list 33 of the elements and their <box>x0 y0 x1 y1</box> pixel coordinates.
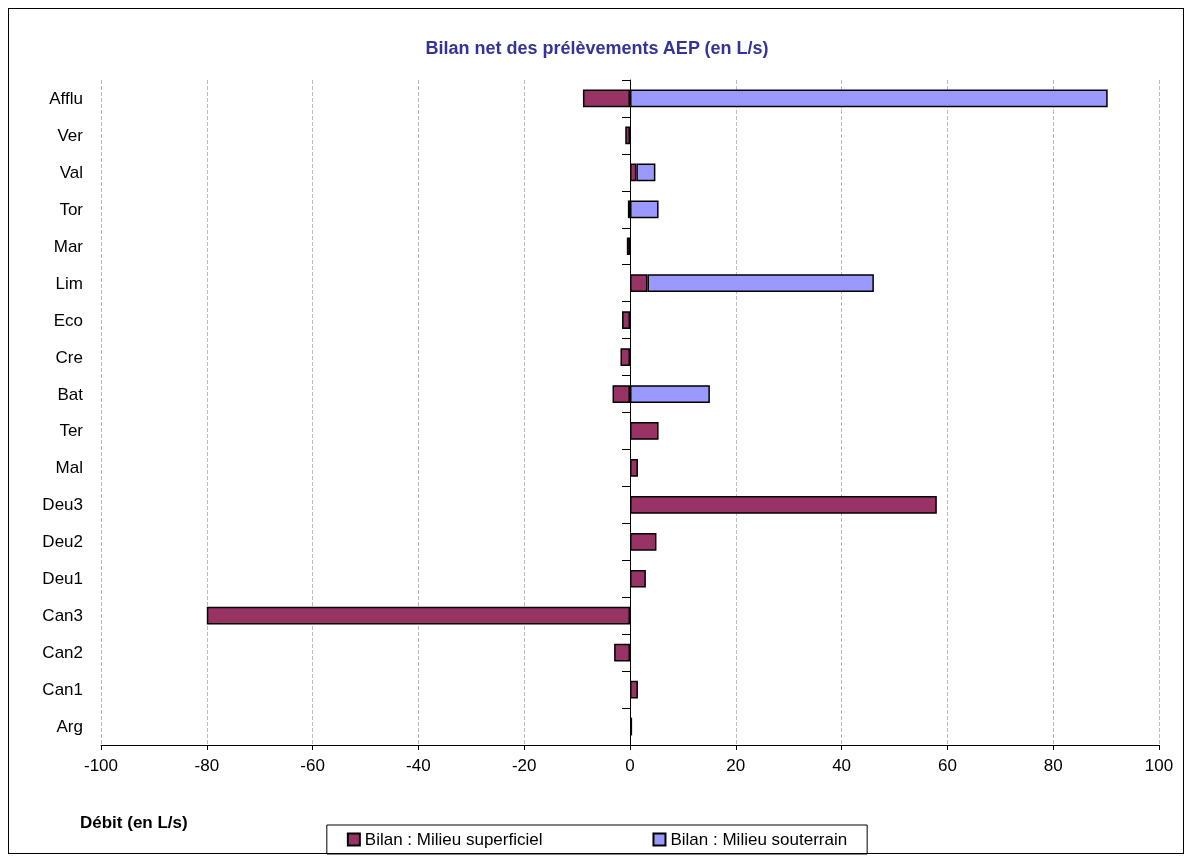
y-tick-label: Lim <box>55 273 83 293</box>
x-tick-label: 0 <box>625 756 635 775</box>
y-tick-label: Deu1 <box>42 569 83 589</box>
x-tick-label: 40 <box>832 756 852 775</box>
x-tick-label: -20 <box>511 756 537 775</box>
legend-label: Bilan : Milieu superficiel <box>364 830 543 849</box>
x-tick-label: -100 <box>83 756 119 775</box>
y-tick-label: Ver <box>57 125 84 145</box>
y-tick-label: Arg <box>56 717 83 737</box>
y-tick-label: Eco <box>53 310 83 330</box>
chart-title: Bilan net des prélèvements AEP (en L/s) <box>425 38 769 58</box>
x-tick-label: 80 <box>1043 756 1063 775</box>
y-tick-label: Mal <box>55 458 83 478</box>
y-tick-label: Can1 <box>42 680 83 700</box>
legend-label: Bilan : Milieu souterrain <box>670 830 848 849</box>
y-tick-label: Val <box>59 162 83 182</box>
x-tick-label: -60 <box>300 756 325 775</box>
y-tick-label: Cre <box>55 347 83 367</box>
x-tick-label: 60 <box>937 756 957 775</box>
x-axis-title: Débit (en L/s) <box>80 813 188 832</box>
y-tick-label: Mar <box>53 236 84 256</box>
x-tick-label: 100 <box>1144 756 1174 775</box>
y-tick-label: Deu2 <box>42 532 83 552</box>
y-tick-label: Ter <box>59 421 84 441</box>
x-tick-label: 20 <box>726 756 746 775</box>
x-tick-label: -40 <box>406 756 431 775</box>
y-tick-label: Can3 <box>42 606 83 626</box>
y-tick-label: Can2 <box>42 643 83 663</box>
y-tick-label: Deu3 <box>42 495 83 515</box>
y-tick-label: Bat <box>57 384 84 404</box>
y-tick-label: Tor <box>59 199 84 219</box>
x-tick-label: -80 <box>194 756 220 775</box>
y-tick-label: Afflu <box>49 88 83 108</box>
